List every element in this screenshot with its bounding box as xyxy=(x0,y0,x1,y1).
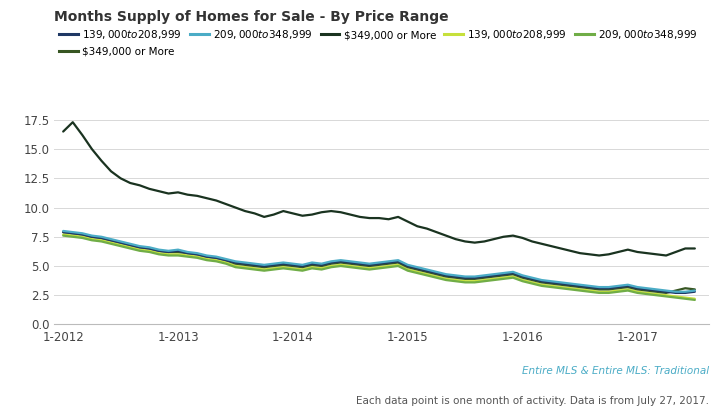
Text: Months Supply of Homes for Sale - By Price Range: Months Supply of Homes for Sale - By Pri… xyxy=(54,10,449,25)
Text: Entire MLS & Entire MLS: Traditional: Entire MLS & Entire MLS: Traditional xyxy=(522,366,709,376)
Text: Each data point is one month of activity. Data is from July 27, 2017.: Each data point is one month of activity… xyxy=(356,396,709,406)
Legend: $349,000 or More: $349,000 or More xyxy=(59,47,174,57)
